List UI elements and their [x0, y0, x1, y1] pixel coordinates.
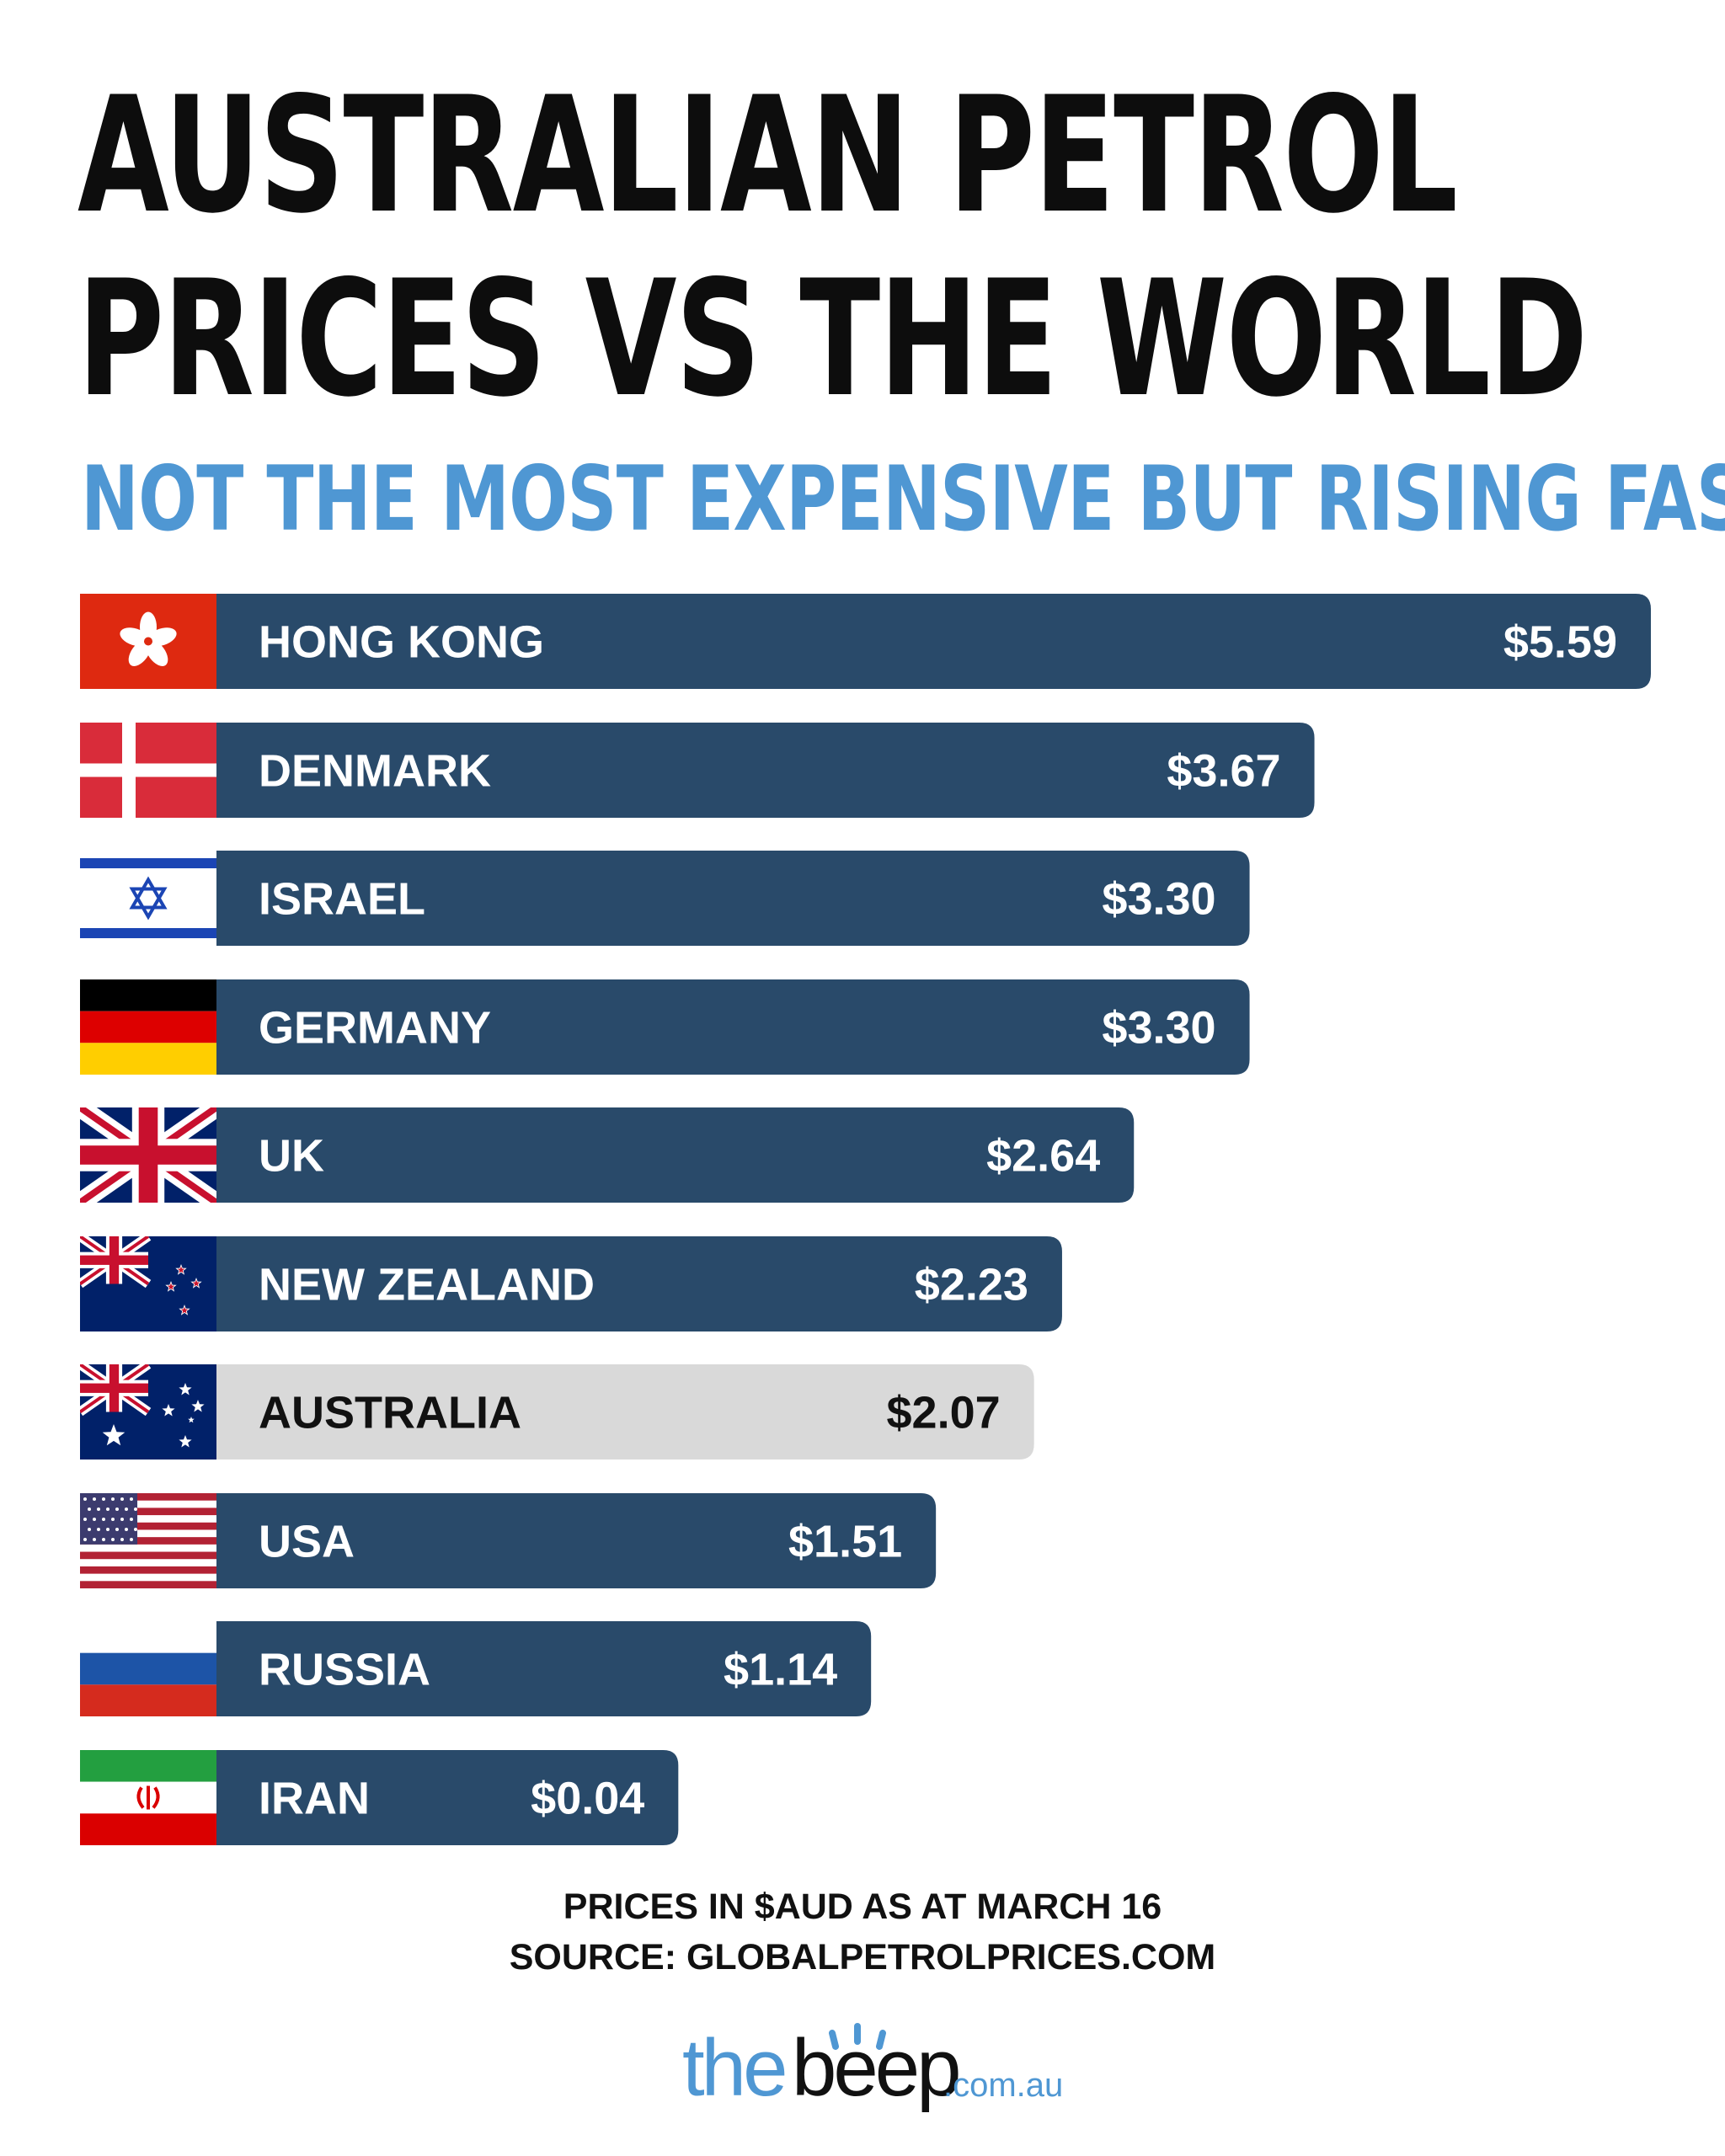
bar-usa	[216, 1493, 937, 1588]
bar-uk	[216, 1107, 1135, 1203]
russia-flag-icon	[80, 1621, 216, 1716]
germany-flag-icon	[80, 979, 216, 1075]
denmark-flag-icon	[80, 723, 216, 818]
bar-label: HONG KONG	[259, 617, 544, 668]
bar-label: RUSSIA	[259, 1645, 430, 1695]
bar-label: NEW ZEALAND	[259, 1260, 595, 1310]
bar-germany	[216, 979, 1250, 1075]
iran-flag-icon	[80, 1750, 216, 1845]
israel-flag-icon	[80, 851, 216, 946]
thebeep-logo: the beep .com.au	[674, 2021, 1064, 2131]
logo-the: the	[682, 2023, 788, 2113]
bar-russia	[216, 1621, 872, 1716]
footer-note: PRICES IN $AUD AS AT MARCH 16	[563, 1886, 1162, 1927]
bar-label: AUSTRALIA	[259, 1388, 521, 1438]
bar-label: ISRAEL	[259, 874, 425, 925]
bar-chart: HONG KONG $5.59 DENMARK $3.67 ISRAEL $3.30 GER…	[80, 594, 1651, 1845]
bar-value-label: $2.23	[915, 1260, 1028, 1310]
title-line-1: AUSTRALIAN PETROL	[77, 62, 1458, 248]
bar-value-label: $1.51	[788, 1517, 902, 1567]
bar-australia	[216, 1364, 1034, 1460]
bar-value-label: $3.67	[1167, 746, 1280, 797]
bar-value-label: $3.30	[1102, 874, 1215, 925]
logo-beep: beep	[792, 2023, 962, 2113]
bar-value-label: $3.30	[1102, 1003, 1215, 1054]
logo-rays-icon	[829, 2023, 886, 2050]
new-zealand-flag-icon	[80, 1236, 216, 1331]
bar-value-label: $5.59	[1503, 617, 1617, 668]
bar-value-label: $2.07	[887, 1388, 1001, 1438]
bar-value-label: $2.64	[986, 1131, 1100, 1182]
bar-label: UK	[259, 1131, 324, 1182]
uk-flag-icon	[80, 1107, 216, 1203]
bar-hong-kong	[216, 594, 1651, 689]
usa-flag-icon	[80, 1493, 216, 1588]
logo-domain: .com.au	[943, 2067, 1064, 2104]
bar-israel	[216, 851, 1250, 946]
bar-denmark	[216, 723, 1315, 818]
australia-flag-icon	[80, 1364, 216, 1460]
bar-label: USA	[259, 1517, 355, 1567]
bar-label: IRAN	[259, 1774, 370, 1824]
bar-label: GERMANY	[259, 1003, 491, 1054]
bar-new-zealand	[216, 1236, 1062, 1331]
hong-kong-flag-icon	[80, 594, 216, 689]
bar-iran	[216, 1750, 679, 1845]
bar-label: DENMARK	[259, 746, 491, 797]
bar-value-label: $1.14	[724, 1645, 837, 1695]
bar-value-label: $0.04	[531, 1774, 644, 1824]
footer-source: SOURCE: GLOBALPETROLPRICES.COM	[509, 1937, 1216, 1977]
